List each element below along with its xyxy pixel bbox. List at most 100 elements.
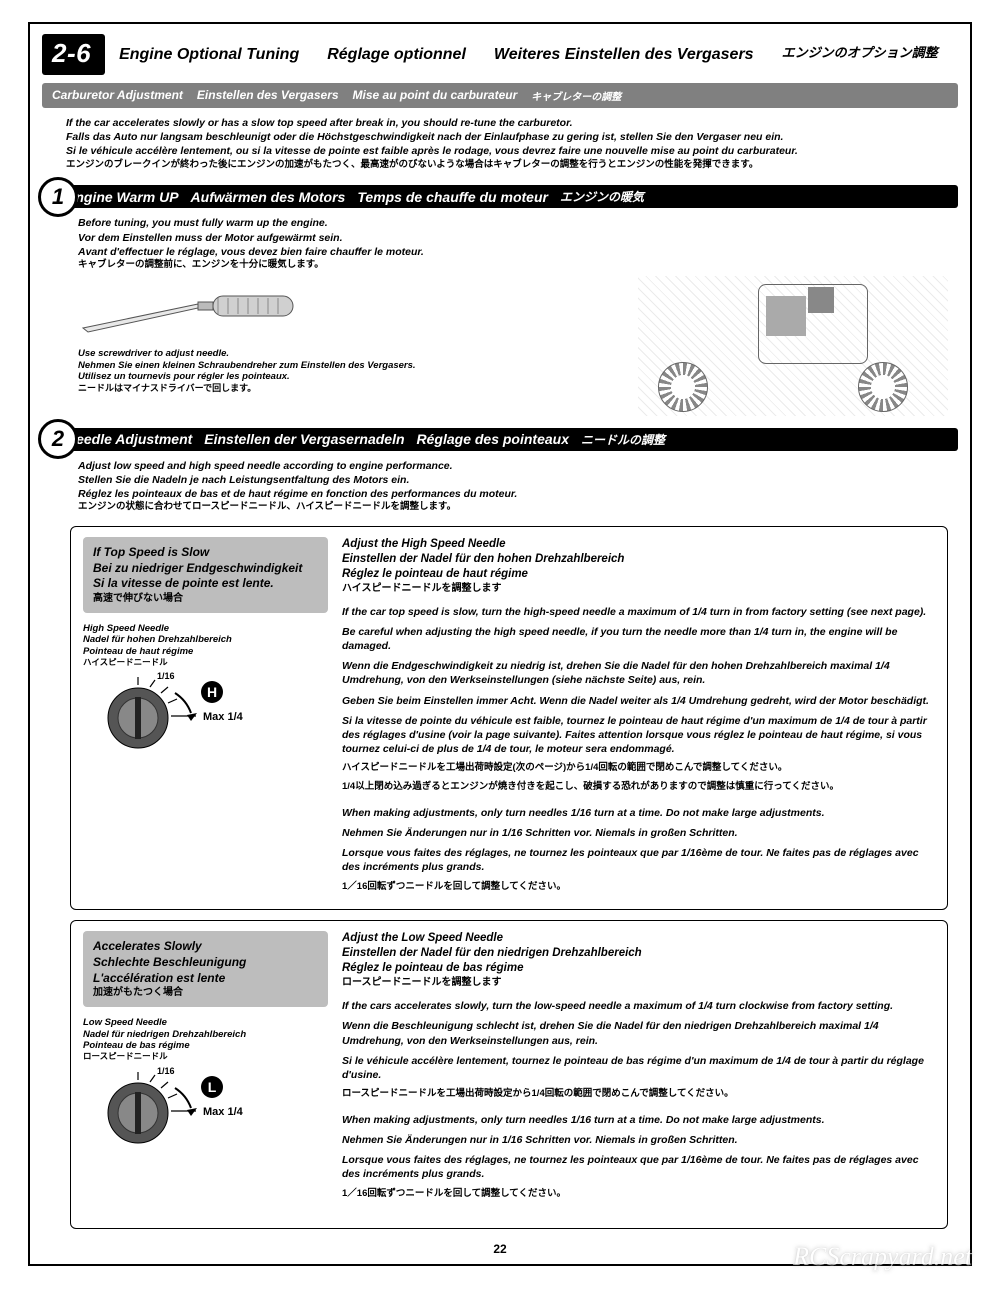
dial-max: Max 1/4 [203, 711, 243, 723]
intro-en: If the car accelerates slowly or has a s… [66, 116, 946, 130]
section-header: 2-6 Engine Optional Tuning Réglage optio… [42, 34, 958, 75]
ha-jp: ハイスピードニードルを調整します [342, 582, 935, 595]
engine-icon [758, 284, 868, 364]
ha-fr: Réglez le pointeau de haut régime [342, 567, 935, 582]
la-de: Einstellen der Nadel für den niedrigen D… [342, 946, 935, 961]
h-p1b-en: Be careful when adjusting the high speed… [342, 625, 935, 653]
page-frame: 2-6 Engine Optional Tuning Réglage optio… [28, 22, 972, 1266]
page-number: 22 [30, 1242, 970, 1256]
low-speed-box: Accelerates Slowly Schlechte Beschleunig… [70, 920, 948, 1228]
manual-page: 2-6 Engine Optional Tuning Réglage optio… [0, 0, 1000, 1294]
step1-title-de: Aufwärmen des Motors [191, 189, 346, 205]
h-p5-de: Nehmen Sie Änderungen nur in 1/16 Schrit… [342, 826, 935, 840]
h-p5-fr: Lorsque vous faites des réglages, ne tou… [342, 846, 935, 874]
title-de: Weiteres Einstellen des Vergasers [494, 45, 754, 64]
ln-en: Low Speed Needle [83, 1017, 328, 1028]
l-p4-jp: ロースピードニードルを工場出荷時設定から1/4回転の範囲で閉めこんで調整してくだ… [342, 1088, 935, 1101]
high-box-left: If Top Speed is Slow Bei zu niedriger En… [83, 537, 328, 899]
screwdriver-caption: Use screwdriver to adjust needle. Nehmen… [78, 348, 628, 395]
l-p5-de: Nehmen Sie Änderungen nur in 1/16 Schrit… [342, 1133, 935, 1147]
step1-bar: 1 Engine Warm UP Aufwärmen des Motors Te… [60, 185, 958, 208]
ln-jp: ロースピードニードル [83, 1051, 328, 1061]
l-p5-en: When making adjustments, only turn needl… [342, 1113, 935, 1127]
hn-de: Nadel für hohen Drehzahlbereich [83, 634, 328, 645]
l-p3-fr: Si le véhicule accélère lentement, tourn… [342, 1054, 935, 1082]
high-symptom-jp: 高速で伸びない場合 [93, 592, 318, 605]
l-p5-fr: Lorsque vous faites des réglages, ne tou… [342, 1153, 935, 1181]
intro-de: Falls das Auto nur langsam beschleunigt … [66, 130, 946, 144]
la-jp: ロースピードニードルを調整します [342, 976, 935, 989]
step2-content: Adjust low speed and high speed needle a… [42, 455, 958, 518]
h-p2b-de: Geben Sie beim Einstellen immer Acht. We… [342, 694, 935, 708]
intro-fr: Si le véhicule accélère lentement, ou si… [66, 144, 946, 158]
section-titles: Engine Optional Tuning Réglage optionnel… [119, 45, 938, 64]
ln-fr: Pointeau de bas régime [83, 1040, 328, 1051]
l-p2-de: Wenn die Beschleunigung schlecht ist, dr… [342, 1019, 935, 1047]
step2-title-de: Einstellen der Vergasernadeln [204, 431, 404, 447]
step2-title-jp: ニードルの調整 [581, 431, 665, 448]
high-speed-box: If Top Speed is Slow Bei zu niedriger En… [70, 526, 948, 910]
sd-fr: Utilisez un tournevis pour régler les po… [78, 371, 628, 383]
ha-de: Einstellen der Nadel für den hohen Drehz… [342, 552, 935, 567]
step1-figures: Use screwdriver to adjust needle. Nehmen… [78, 276, 948, 416]
h-p2-de: Wenn die Endgeschwindigkeit zu niedrig i… [342, 659, 935, 687]
l-p5-jp: 1／16回転ずつニードルを回して調整してください。 [342, 1188, 935, 1201]
dial-max: Max 1/4 [203, 1106, 243, 1118]
dial-icon [83, 1068, 223, 1148]
title-jp: エンジンのオプション調整 [782, 45, 938, 64]
step2-title-en: Needle Adjustment [66, 431, 192, 447]
step2-body-de: Stellen Sie die Nadeln je nach Leistungs… [78, 473, 948, 487]
step1-body-en: Before tuning, you must fully warm up th… [78, 216, 948, 230]
low-symptom: Accelerates Slowly Schlechte Beschleunig… [83, 931, 328, 1007]
step1-title-en: Engine Warm UP [66, 189, 179, 205]
screwdriver-icon [78, 276, 298, 346]
la-fr: Réglez le pointeau de bas régime [342, 961, 935, 976]
step1-body-jp: キャブレターの調整前に、エンジンを十分に暖気します。 [78, 259, 948, 272]
intro-jp: エンジンのブレークインが終わった後にエンジンの加速がもたつく、最高速がのびないよ… [66, 159, 946, 172]
high-symptom-de: Bei zu niedriger Endgeschwindigkeit [93, 561, 318, 577]
step2-body-fr: Réglez les pointeaux de bas et de haut r… [78, 487, 948, 501]
section-number: 2-6 [42, 34, 105, 75]
subbar-en: Carburetor Adjustment [52, 88, 183, 103]
subbar-jp: キャブレターの調整 [531, 88, 621, 103]
dial-116: 1/16 [157, 1066, 175, 1076]
low-badge: L [201, 1076, 223, 1098]
subbar-de: Einstellen des Vergasers [197, 88, 339, 103]
step2-title-fr: Réglage des pointeaux [417, 431, 569, 447]
low-dial-figure: 1/16 L Max 1/4 [83, 1068, 328, 1218]
h-p5-en: When making adjustments, only turn needl… [342, 806, 935, 820]
high-symptom-en: If Top Speed is Slow [93, 545, 318, 561]
subsection-bar: Carburetor Adjustment Einstellen des Ver… [42, 83, 958, 108]
step1-title-fr: Temps de chauffe du moteur [357, 189, 548, 205]
high-box-right: Adjust the High Speed Needle Einstellen … [342, 537, 935, 899]
step1-number: 1 [38, 177, 78, 217]
dial-116: 1/16 [157, 671, 175, 681]
title-en: Engine Optional Tuning [119, 45, 299, 64]
h-p4-jp1: ハイスピードニードルを工場出荷時設定(次のページ)から1/4回転の範囲で閉めこん… [342, 762, 935, 775]
h-p3-fr: Si la vitesse de pointe du véhicule est … [342, 714, 935, 757]
low-desc: If the cars accelerates slowly, turn the… [342, 999, 935, 1200]
high-action-title: Adjust the High Speed Needle Einstellen … [342, 537, 935, 595]
step2-body-en: Adjust low speed and high speed needle a… [78, 459, 948, 473]
title-fr: Réglage optionnel [327, 45, 466, 64]
high-desc: If the car top speed is slow, turn the h… [342, 605, 935, 894]
low-action-title: Adjust the Low Speed Needle Einstellen d… [342, 931, 935, 989]
h-p4-jp2: 1/4以上閉め込み過ぎるとエンジンが焼き付きを起こし、破損する恐れがありますので… [342, 781, 935, 794]
low-symptom-fr: L'accélération est lente [93, 971, 318, 987]
step2-bar: 2 Needle Adjustment Einstellen der Verga… [60, 428, 958, 451]
low-box-right: Adjust the Low Speed Needle Einstellen d… [342, 931, 935, 1217]
hn-fr: Pointeau de haut régime [83, 646, 328, 657]
ha-en: Adjust the High Speed Needle [342, 537, 935, 552]
h-p1-en: If the car top speed is slow, turn the h… [342, 605, 935, 619]
low-box-left: Accelerates Slowly Schlechte Beschleunig… [83, 931, 328, 1217]
high-badge: H [201, 681, 223, 703]
hn-jp: ハイスピードニードル [83, 657, 328, 667]
low-symptom-jp: 加速がもたつく場合 [93, 986, 318, 999]
intro-text: If the car accelerates slowly or has a s… [42, 108, 958, 179]
high-symptom-fr: Si la vitesse de pointe est lente. [93, 576, 318, 592]
low-needle-label: Low Speed Needle Nadel für niedrigen Dre… [83, 1017, 328, 1061]
high-symptom: If Top Speed is Slow Bei zu niedriger En… [83, 537, 328, 613]
chassis-figure [638, 276, 948, 416]
subbar-fr: Mise au point du carburateur [353, 88, 518, 103]
step2-body-jp: エンジンの状態に合わせてロースピードニードル、ハイスピードニードルを調整します。 [78, 501, 948, 514]
